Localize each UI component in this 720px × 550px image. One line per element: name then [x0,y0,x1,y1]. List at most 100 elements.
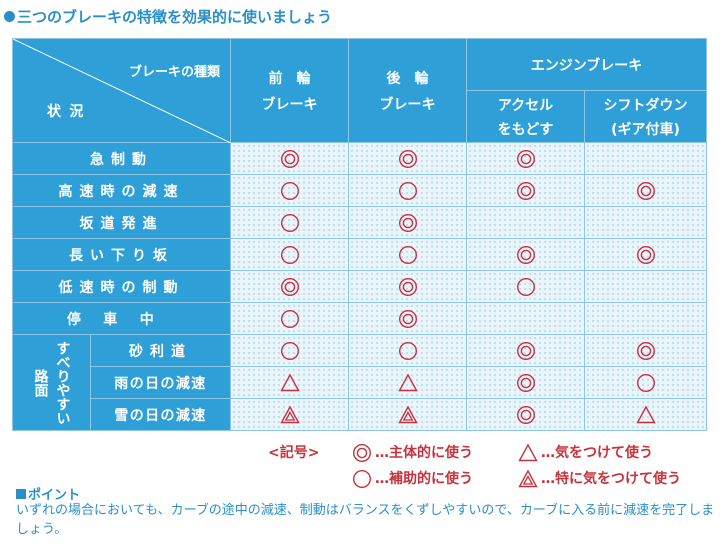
table-cell [230,398,349,431]
table-cell [348,270,467,303]
table-cell [348,206,467,239]
row-label: 停車中 [12,302,231,335]
double-mark-icon [280,148,300,168]
section-heading: 三つのブレーキの特徴を効果的に使いましょう [4,6,332,27]
table-cell [348,398,467,431]
table-cell [466,366,585,399]
table-cell [584,398,707,431]
table-cell [230,174,349,207]
circle-mark-icon [280,212,300,232]
row-label: 砂利道 [90,334,231,367]
double-mark-icon [352,443,375,463]
point-title: ポイント [16,484,80,503]
circle-mark-icon [516,276,536,296]
table-cell [348,334,467,367]
double-mark-icon [398,212,418,232]
table-row: 急制動 [12,142,707,175]
circle-mark-icon [398,244,418,264]
row-label: 坂道発進 [12,206,231,239]
table-cell [466,302,585,335]
table-cell [230,142,349,175]
table-cell [584,270,707,303]
col-header-shift: シフトダウン (ギア付車) [584,90,707,143]
legend-double-triangle: …特に気をつけて使う [518,468,681,489]
table-cell [466,238,585,271]
double-mark-icon [398,148,418,168]
double-mark-icon [636,180,656,200]
table-cell [584,334,707,367]
table-cell [230,206,349,239]
circle-mark-icon [280,340,300,360]
table-row: 雪の日の減速 [13,398,707,431]
brake-table: ブレーキの種類 状況 前 輪ブレーキ 後 輪ブレーキ エンジンブレーキ アクセル… [12,38,707,431]
circle-mark-icon [398,180,418,200]
double-mark-icon [280,276,300,296]
double-triangle-mark-icon [397,404,418,423]
table-cell [466,334,585,367]
table-cell [348,174,467,207]
table-row: 低速時の制動 [12,270,707,303]
square-bullet-icon [16,489,26,499]
circle-mark-icon [280,244,300,264]
table-cell [230,334,349,367]
circle-mark-icon [398,340,418,360]
double-triangle-mark-icon [279,404,300,423]
circle-mark-icon [352,469,375,489]
table-cell [584,238,707,271]
table-cell [466,398,585,431]
double-mark-icon [516,148,536,168]
triangle-mark-icon [397,372,418,391]
double-mark-icon [516,244,536,264]
double-mark-icon [636,244,656,264]
circle-mark-icon [280,180,300,200]
double-mark-icon [516,372,536,392]
circle-mark-icon [636,372,656,392]
double-triangle-mark-icon [518,469,541,488]
point-text: いずれの場合においても、カーブの途中の減速、制動はバランスをくずしやすいので、カ… [16,503,715,537]
double-mark-icon [398,308,418,328]
row-label: 低速時の制動 [12,270,231,303]
col-header-front: 前 輪ブレーキ [230,38,349,143]
table-cell [348,238,467,271]
table-cell [584,174,707,207]
double-mark-icon [398,276,418,296]
row-label: 急制動 [12,142,231,175]
slippery-road-group: 路面 すべりやすい [12,334,91,431]
legend-triangle: …気をつけて使う [518,442,653,463]
corner-brake-type: ブレーキの種類 [128,65,220,80]
table-cell [466,174,585,207]
table-row: 路面 すべりやすい 砂利道 [12,334,707,431]
table-cell [584,206,707,239]
table-cell [230,238,349,271]
table-row: 長い下り坂 [12,238,707,271]
table-cell [466,206,585,239]
table-cell [584,142,707,175]
corner-situation: 状況 [47,104,92,120]
row-label: 雪の日の減速 [90,398,231,431]
double-mark-icon [516,340,536,360]
table-row: 停車中 [12,302,707,335]
table-cell [584,302,707,335]
row-label: 雨の日の減速 [90,366,231,399]
table-cell [466,142,585,175]
double-mark-icon [516,180,536,200]
table-cell [466,270,585,303]
legend-double: …主体的に使う [352,442,473,463]
table-row: 坂道発進 [12,206,707,239]
triangle-mark-icon [279,372,300,391]
table-cell [230,302,349,335]
bullet-dot-icon [4,11,15,22]
diagonal-line [13,39,231,143]
table-cell [348,302,467,335]
col-header-engine: エンジンブレーキ [466,38,707,91]
table-cell [348,366,467,399]
row-label: 長い下り坂 [12,238,231,271]
legend-circle: …補助的に使う [352,468,473,489]
table-cell [584,366,707,399]
table-cell [348,142,467,175]
triangle-mark-icon [635,404,656,423]
table-cell [230,366,349,399]
col-header-rear: 後 輪ブレーキ [348,38,467,143]
circle-mark-icon [280,308,300,328]
triangle-mark-icon [518,443,541,462]
